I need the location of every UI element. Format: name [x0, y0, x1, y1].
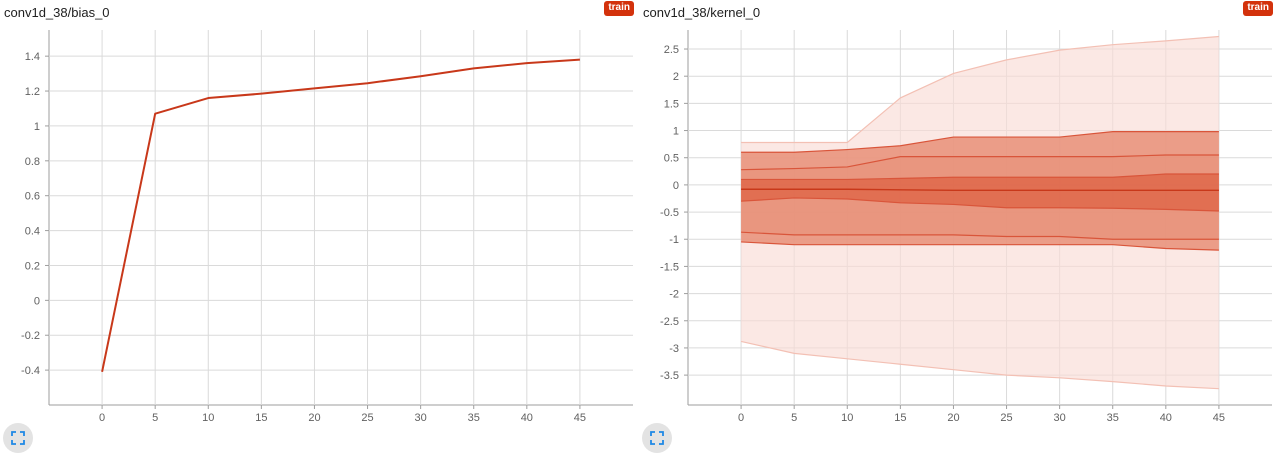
expand-button[interactable]	[3, 423, 33, 453]
x-tick-label: 25	[361, 412, 373, 424]
band-lower-line	[741, 197, 1219, 212]
expand-button[interactable]	[642, 423, 672, 453]
x-tick-label: 0	[99, 412, 105, 424]
y-tick-label: 0.6	[25, 191, 40, 203]
x-tick-label: 15	[894, 412, 906, 424]
y-tick-label: 1	[673, 126, 679, 138]
x-tick-label: 35	[468, 412, 480, 424]
kernel-chart: 0 5 10 15 20 25 30 35 40 45-3.5-3-2.5-2-1.5-1-0.5…	[660, 30, 1272, 424]
x-tick-label: 25	[1000, 412, 1012, 424]
y-tick-label: 0	[34, 295, 40, 307]
band-upper-line	[741, 173, 1219, 181]
band-lower-line	[741, 241, 1219, 251]
bias-chart: 0 5 10 15 20 25 30 35 40 45 -0.4 -0.2 0 0.2 0.4 0.6 0.8 1…	[21, 30, 633, 424]
y-tick-label: 1.2	[25, 86, 40, 98]
median-line	[741, 188, 1219, 192]
y-tick-label: 0.4	[25, 226, 40, 238]
x-tick-label: 5	[791, 412, 797, 424]
y-tick-label: 1.4	[25, 51, 40, 63]
x-tick-label: 20	[947, 412, 959, 424]
bias-chart-panel: 0 5 10 15 20 25 30 35 40 45 -0.4 -0.2 0 0.2 0.4 0.6 0.8 1…	[0, 0, 638, 458]
chart-title: conv1d_38/bias_0	[4, 5, 110, 20]
x-tick-label: 10	[202, 412, 214, 424]
run-badge: train	[604, 1, 634, 16]
y-tick-label: -3.5	[660, 370, 679, 382]
y-tick-label: -1.5	[660, 261, 679, 273]
percentile-band	[741, 174, 1219, 211]
band-upper-line	[741, 154, 1219, 171]
x-tick-label: 30	[1054, 412, 1066, 424]
x-tick-label: 10	[841, 412, 853, 424]
y-tick-label: 0	[673, 180, 679, 192]
y-tick-label: 0.5	[664, 153, 679, 165]
x-tick-label: 45	[574, 412, 586, 424]
y-tick-label: -3	[669, 343, 679, 355]
y-tick-label: 0.2	[25, 260, 40, 272]
y-tick-label: -0.4	[21, 365, 40, 377]
x-tick-label: 20	[308, 412, 320, 424]
chart-title: conv1d_38/kernel_0	[643, 5, 761, 20]
y-tick-label: -2.5	[660, 316, 679, 328]
y-tick-label: 0.8	[25, 156, 40, 168]
band-lower-line	[741, 231, 1219, 240]
x-tick-label: 5	[152, 412, 158, 424]
band-upper-line	[741, 131, 1219, 153]
x-tick-label: 40	[1160, 412, 1172, 424]
x-tick-label: 45	[1213, 412, 1225, 424]
y-tick-label: 1	[34, 121, 40, 133]
y-tick-label: -1	[669, 234, 679, 246]
x-tick-label: 30	[415, 412, 427, 424]
y-tick-label: 2	[673, 71, 679, 83]
y-tick-label: -2	[669, 289, 679, 301]
fullscreen-icon	[11, 431, 25, 445]
x-tick-label: 40	[521, 412, 533, 424]
fullscreen-icon	[650, 431, 664, 445]
kernel-chart-panel: 0 5 10 15 20 25 30 35 40 45 -3.5 -3 -2.5 -2 -1.5 -1 -0.5…	[639, 0, 1277, 458]
run-badge: train	[1243, 1, 1273, 16]
x-tick-label: 35	[1107, 412, 1119, 424]
band-lower-line	[740, 340, 1219, 390]
y-tick-label: 1.5	[664, 98, 679, 110]
x-tick-label: 0	[738, 412, 744, 424]
x-tick-label: 15	[255, 412, 267, 424]
series-line	[101, 58, 580, 373]
y-tick-label: -0.5	[660, 207, 679, 219]
y-tick-label: 2.5	[664, 44, 679, 56]
y-tick-label: -0.2	[21, 330, 40, 342]
band-upper-line	[741, 35, 1219, 144]
